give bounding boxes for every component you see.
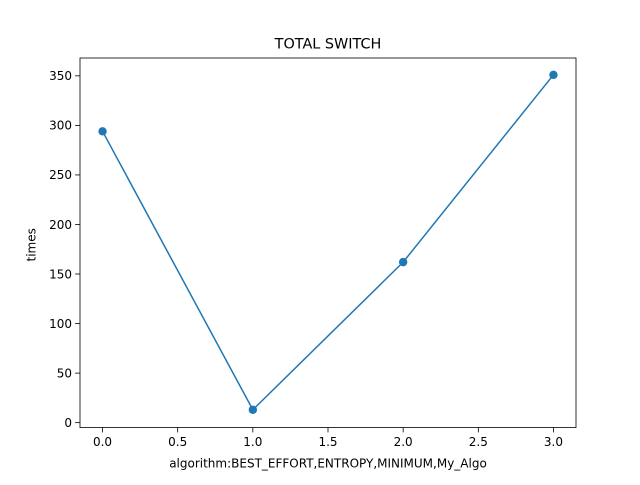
chart-title: TOTAL SWITCH — [274, 37, 382, 53]
x-tick-label: 1.5 — [318, 435, 337, 449]
y-tick-label: 50 — [57, 366, 72, 380]
y-tick-label: 350 — [49, 69, 72, 83]
x-tick-label: 0.5 — [168, 435, 187, 449]
x-tick-label: 3.0 — [544, 435, 563, 449]
y-tick-label: 0 — [64, 416, 72, 430]
x-axis-label: algorithm:BEST_EFFORT,ENTROPY,MINIMUM,My… — [169, 457, 487, 471]
data-point — [398, 257, 408, 267]
y-tick-label: 100 — [49, 317, 72, 331]
x-tick-label: 0.0 — [93, 435, 112, 449]
x-tick-label: 2.0 — [394, 435, 413, 449]
data-point — [248, 405, 258, 414]
series-line — [101, 74, 555, 411]
data-point — [549, 70, 558, 80]
y-tick-label: 250 — [49, 168, 72, 182]
data-point — [98, 127, 107, 136]
axes-frame — [79, 57, 577, 428]
x-tick-label: 1.0 — [243, 435, 262, 449]
y-axis-label: times — [25, 228, 39, 261]
y-tick-label: 200 — [49, 218, 72, 232]
x-tick-label: 2.5 — [469, 435, 488, 449]
y-tick-label: 150 — [49, 267, 72, 281]
y-tick-label: 300 — [49, 119, 72, 133]
plot-area: 0.0 0.5 1.0 1.5 2.0 2.5 3.0 0 50 100 150 200 250 300 3… — [49, 57, 577, 449]
